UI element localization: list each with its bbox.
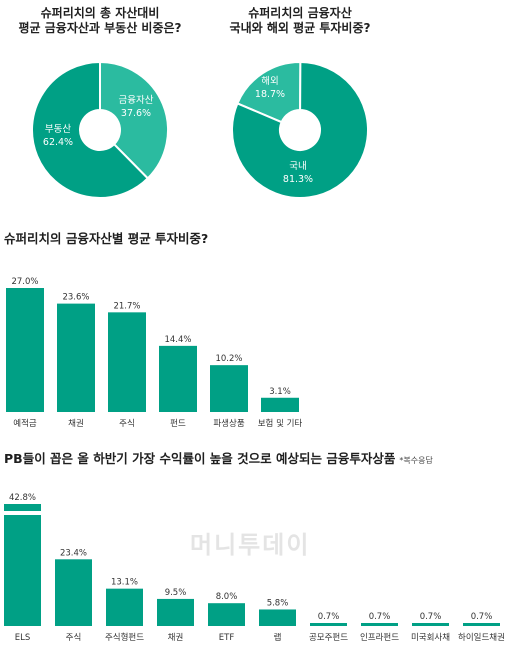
bar2-value-label: 0.7% — [471, 612, 493, 622]
bar1-value-label: 14.4% — [164, 335, 191, 345]
bar2-category-label: ELS — [15, 633, 31, 643]
bar2-bar — [157, 598, 194, 626]
bar2-axis-break — [3, 511, 42, 515]
bar2-bar — [208, 603, 245, 626]
bar1-bar — [57, 303, 95, 412]
bar2-value-label: 13.1% — [111, 578, 138, 588]
bar1-value-label: 21.7% — [113, 301, 140, 311]
pie2-title: 슈퍼리치의 금융자산 국내와 해외 평균 투자비중? — [229, 6, 371, 35]
pie2-slice-value: 18.7% — [255, 89, 285, 100]
bar1-bar — [210, 365, 248, 412]
bar2-category-label: 랩 — [274, 632, 282, 643]
pie1-slice-label: 부동산 — [45, 124, 71, 135]
bar2-value-label: 8.0% — [216, 592, 238, 602]
bar2-title-text: PB들이 꼽은 올 하반기 가장 수익률이 높을 것으로 예상되는 금융투자상품 — [4, 451, 396, 466]
bar2-title: PB들이 꼽은 올 하반기 가장 수익률이 높을 것으로 예상되는 금융투자상품… — [4, 448, 433, 467]
bar2-category-label: 하이일드채권 — [458, 632, 505, 643]
pie1-slice-value: 62.4% — [43, 137, 73, 148]
bar2-value-label: 9.5% — [165, 588, 187, 598]
bar1-bar — [261, 397, 299, 412]
bar2-category-label: 인프라펀드 — [360, 632, 399, 643]
pie1-title: 슈퍼리치의 총 자산대비 평균 금융자산과 부동산 비중은? — [18, 6, 182, 35]
pie2-slice-label: 국내 — [289, 161, 306, 172]
bar2-bar — [310, 623, 347, 626]
bar1-value-label: 23.6% — [62, 293, 89, 303]
bar1-bar — [108, 312, 146, 412]
bar2-category-label: 공모주펀드 — [309, 633, 348, 643]
bar2-bar — [412, 623, 449, 626]
pie1-slice — [99, 60, 169, 180]
bar1-category-label: 보험 및 기타 — [258, 418, 303, 429]
pie2-slice — [231, 60, 369, 199]
pie1-chart: 금융자산 37.6% 부동산 62.4% — [31, 60, 169, 199]
pie2-chart: 해외 18.7% 국내 81.3% — [231, 60, 369, 199]
bar2-value-label: 0.7% — [369, 612, 391, 622]
bar1-value-label: 27.0% — [11, 277, 38, 287]
bar2-category-label: 주식형펀드 — [105, 633, 144, 643]
pie1-slice — [31, 60, 150, 199]
bar1-category-label: 예적금 — [13, 418, 37, 429]
pie2-slice — [236, 61, 302, 124]
bar1-value-label: 10.2% — [215, 354, 242, 364]
pie2-slice-label: 해외 — [261, 75, 278, 87]
bar2-category-label: ETF — [219, 633, 235, 643]
bar1-category-label: 채권 — [68, 418, 84, 429]
bar2-value-label: 23.4% — [60, 548, 87, 558]
watermark: 머니투데이 — [190, 531, 311, 559]
bar2-value-label: 0.7% — [420, 612, 442, 622]
pie1-slice-value: 37.6% — [121, 108, 151, 119]
bar2-bar — [361, 623, 398, 626]
bar2-chart: 42.8% ELS 23.4% 주식 13.1% 주식형펀드 9.5% 채권 8.0% ETF 5.… — [3, 493, 505, 643]
bar2-bar — [4, 504, 41, 626]
bar1-title: 슈퍼리치의 금융자산별 평균 투자비중? — [4, 231, 209, 246]
bar1-value-label: 3.1% — [269, 387, 291, 397]
bar2-value-label: 42.8% — [9, 493, 36, 503]
bar2-bar — [55, 559, 92, 626]
bar1-bar — [6, 288, 44, 412]
bar1-category-label: 주식 — [119, 419, 135, 429]
pie2-slice-value: 81.3% — [283, 174, 313, 185]
bar2-bar — [463, 623, 500, 626]
bar2-bar — [259, 609, 296, 626]
bar2-value-label: 5.8% — [267, 598, 289, 608]
bar1-category-label: 파생상품 — [213, 418, 244, 429]
pie1-slice-label: 금융자산 — [119, 95, 154, 106]
bar2-note: *복수응답 — [399, 456, 433, 465]
bar2-category-label: 미국회사채 — [411, 632, 450, 643]
bar2-bar — [106, 588, 143, 626]
bar2-category-label: 주식 — [66, 633, 82, 643]
bar1-bar — [159, 345, 197, 412]
bar2-value-label: 0.7% — [318, 612, 340, 622]
bar1-chart: 27.0% 예적금 23.6% 채권 21.7% 주식 14.4% 펀드 10.2% 파생상품 3.… — [6, 277, 303, 429]
bar1-category-label: 펀드 — [170, 419, 186, 429]
bar2-category-label: 채권 — [168, 632, 184, 643]
